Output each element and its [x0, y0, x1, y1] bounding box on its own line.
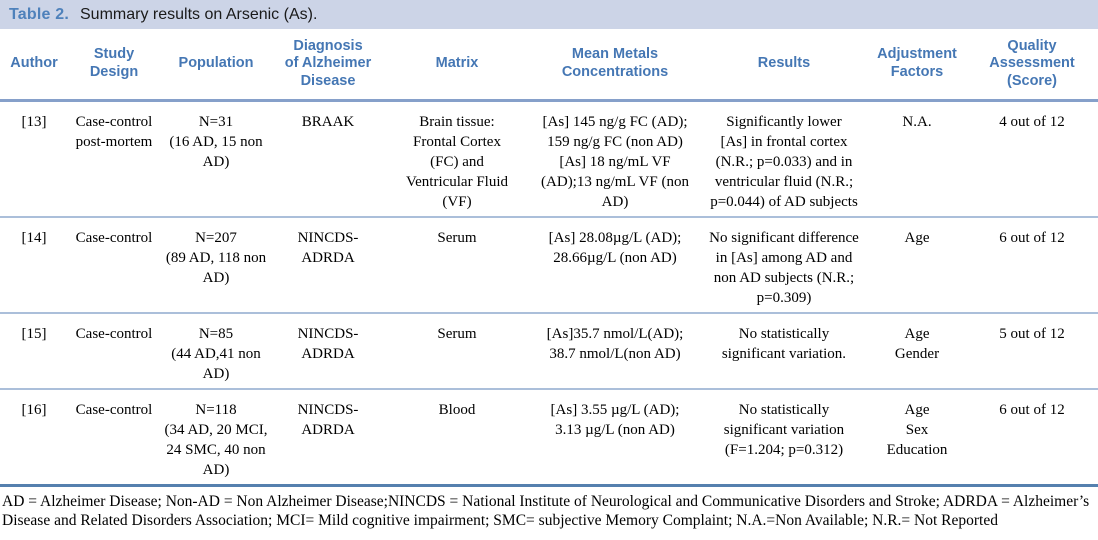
table-footnote: AD = Alzheimer Disease; Non-AD = Non Alz…	[2, 493, 1090, 529]
table-row: [15] Case-control N=85 (44 AD,41 non AD)…	[0, 313, 1098, 389]
col-header-adjustment-factors: Adjustment Factors	[877, 46, 957, 80]
table-row: [13] Case-control post-mortem N=31 (16 A…	[0, 100, 1098, 217]
table-caption-number: Table 2.	[9, 5, 69, 23]
cell-adjustment-factors: Age	[904, 230, 930, 246]
cell-author: [15]	[21, 326, 47, 342]
cell-author: [14]	[21, 230, 47, 246]
cell-author: [13]	[21, 113, 47, 130]
cell-quality-score: 4 out of 12	[999, 113, 1065, 130]
cell-results: No statistically significant variation.	[721, 326, 847, 362]
table-row: [14] Case-control N=207 (89 AD, 118 non …	[0, 217, 1098, 313]
col-header-quality-assessment: Quality Assessment (Score)	[989, 37, 1075, 89]
cell-mean-concentrations: [As] 145 ng/g FC (AD); 159 ng/g FC (non …	[541, 113, 689, 210]
cell-study-design: Case-control	[75, 402, 153, 418]
cell-study-design: Case-control post-mortem	[75, 113, 153, 150]
col-header-matrix: Matrix	[435, 55, 479, 71]
cell-study-design: Case-control	[75, 326, 153, 342]
cell-matrix: Blood	[438, 402, 476, 418]
table-caption: Table 2. Summary results on Arsenic (As)…	[0, 0, 1098, 29]
header-row: Author Study Design Population Diagnosis…	[0, 29, 1098, 100]
cell-matrix: Brain tissue: Frontal Cortex (FC) and Ve…	[405, 113, 509, 210]
cell-population: N=31 (16 AD, 15 non AD)	[169, 113, 263, 170]
cell-mean-concentrations: [As] 3.55 µg/L (AD); 3.13 µg/L (non AD)	[550, 402, 680, 438]
arsenic-summary-table: Author Study Design Population Diagnosis…	[0, 29, 1098, 487]
col-header-study-design: Study Design	[89, 46, 139, 80]
cell-study-design: Case-control	[75, 230, 153, 246]
col-header-results: Results	[757, 55, 811, 71]
cell-results: Significantly lower [As] in frontal cort…	[710, 113, 858, 210]
cell-quality-score: 5 out of 12	[999, 326, 1065, 342]
cell-adjustment-factors: Age Gender	[894, 326, 940, 362]
cell-mean-concentrations: [As]35.7 nmol/L(AD); 38.7 nmol/L(non AD)	[546, 326, 684, 362]
table-caption-text: Summary results on Arsenic (As).	[80, 5, 318, 23]
cell-population: N=85 (44 AD,41 non AD)	[171, 326, 261, 382]
cell-diagnosis: BRAAK	[301, 113, 355, 130]
cell-quality-score: 6 out of 12	[999, 230, 1065, 246]
cell-mean-concentrations: [As] 28.08µg/L (AD); 28.66µg/L (non AD)	[548, 230, 682, 266]
cell-matrix: Serum	[437, 230, 477, 246]
cell-matrix: Serum	[437, 326, 477, 342]
col-header-author: Author	[10, 55, 58, 71]
cell-adjustment-factors: N.A.	[902, 113, 932, 130]
cell-diagnosis: NINCDS- ADRDA	[297, 326, 359, 362]
cell-results: No statistically significant variation (…	[723, 402, 845, 458]
cell-adjustment-factors: Age Sex Education	[886, 402, 948, 458]
cell-diagnosis: NINCDS- ADRDA	[297, 402, 359, 438]
col-header-population: Population	[178, 55, 254, 71]
cell-results: No significant difference in [As] among …	[709, 230, 859, 306]
cell-population: N=207 (89 AD, 118 non AD)	[165, 230, 267, 286]
cell-quality-score: 6 out of 12	[999, 402, 1065, 418]
col-header-mean-concentrations: Mean Metals Concentrations	[561, 46, 669, 80]
col-header-diagnosis: Diagnosis of Alzheimer Disease	[284, 37, 372, 89]
cell-author: [16]	[21, 402, 47, 418]
table-row: [16] Case-control N=118 (34 AD, 20 MCI, …	[0, 389, 1098, 486]
cell-population: N=118 (34 AD, 20 MCI, 24 SMC, 40 non AD)	[164, 402, 268, 478]
cell-diagnosis: NINCDS- ADRDA	[297, 230, 359, 266]
